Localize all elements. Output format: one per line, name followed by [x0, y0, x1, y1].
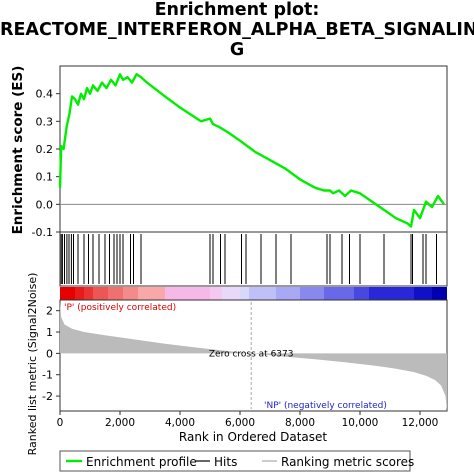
enrichment-profile-line — [58, 73, 445, 228]
negative-correlated-label: 'NP' (negatively correlated) — [264, 401, 387, 411]
heat-bar-segment — [210, 287, 222, 300]
heat-bar-segment — [354, 287, 369, 300]
hits-lines — [60, 234, 437, 284]
es-plot-frame — [59, 65, 448, 233]
legend: Enrichment profile Hits Ranking metric s… — [59, 450, 414, 472]
ranking-metric-area — [60, 302, 447, 411]
heat-bar-segment — [165, 287, 210, 300]
heat-bar-segment — [138, 287, 165, 300]
metric-x-tick-label: 10,000 — [342, 417, 379, 429]
rank-color-bar — [60, 287, 447, 300]
title-line-3: G — [229, 40, 245, 60]
hits-panel — [59, 231, 448, 287]
es-y-tick-label: 0.0 — [36, 198, 54, 211]
heat-bar-segment — [240, 287, 249, 300]
metric-x-tick-label: 2,000 — [105, 417, 135, 429]
metric-x-tick-label: 0 — [57, 417, 64, 429]
chart-title: Enrichment plot: REACTOME_INTERFERON_ALP… — [0, 0, 474, 60]
positive-correlated-label: 'P' (positively correlated) — [64, 303, 176, 313]
es-y-tick-label: 0.3 — [36, 115, 54, 128]
metric-x-tick-label: 12,000 — [402, 417, 439, 429]
heat-bar-segment — [108, 287, 123, 300]
es-y-tick-label: 0.4 — [36, 88, 54, 101]
heat-bar-segment — [300, 287, 324, 300]
heat-bar-segment — [432, 287, 447, 300]
legend-es-label: Enrichment profile — [86, 455, 197, 469]
es-y-axis-label: Enrichment score (ES) — [10, 66, 26, 235]
es-y-tick-label: -0.1 — [32, 226, 53, 239]
heat-bar-segment — [414, 287, 432, 300]
heat-bar-segment — [84, 287, 93, 300]
metric-x-axis-label: Rank in Ordered Dataset — [179, 430, 327, 444]
es-y-ticks: 0.4 0.3 0.2 0.1 0.0 -0.1 — [32, 88, 60, 239]
heat-bar-segment — [276, 287, 300, 300]
legend-hits-label: Hits — [214, 455, 237, 469]
metric-y-tick-label: 1 — [46, 326, 53, 339]
heat-bar-segment — [249, 287, 276, 300]
title-line-2: REACTOME_INTERFERON_ALPHA_BETA_SIGNALIN — [0, 20, 474, 40]
metric-x-ticks: 0 2,000 4,000 6,000 8,000 10,000 12,000 — [57, 411, 439, 429]
metric-y-tick-label: -1 — [42, 369, 53, 382]
hits-frame — [59, 231, 448, 287]
heat-bar-segment — [93, 287, 108, 300]
heat-bar-segment — [369, 287, 414, 300]
heat-bar-segment — [75, 287, 84, 300]
legend-metric-label: Ranking metric scores — [281, 455, 414, 469]
metric-x-tick-label: 8,000 — [285, 417, 315, 429]
es-y-tick-label: 0.1 — [36, 171, 54, 184]
es-panel: 0.4 0.3 0.2 0.1 0.0 -0.1 Enrichment score (ES… — [10, 65, 448, 239]
heat-bar-segment — [60, 287, 75, 300]
metric-y-axis-label: Ranked list metric (Signal2Noise) — [26, 273, 39, 456]
metric-y-tick-label: -2 — [42, 390, 53, 403]
metric-x-tick-label: 6,000 — [225, 417, 255, 429]
zero-cross-label: Zero cross at 6373 — [209, 349, 294, 359]
metric-y-tick-label: 2 — [46, 305, 53, 318]
metric-panel: Zero cross at 6373 'P' (positively corre… — [26, 273, 448, 456]
metric-x-tick-label: 4,000 — [165, 417, 195, 429]
es-y-tick-label: 0.2 — [36, 143, 54, 156]
title-line-1: Enrichment plot: — [154, 0, 320, 20]
heat-bar-segment — [123, 287, 138, 300]
metric-y-ticks: 2 1 0 -1 -2 — [42, 305, 60, 403]
metric-y-tick-label: 0 — [46, 347, 53, 360]
legend-frame — [59, 450, 411, 472]
heat-bar-segment — [324, 287, 354, 300]
heat-bar-segment — [222, 287, 240, 300]
